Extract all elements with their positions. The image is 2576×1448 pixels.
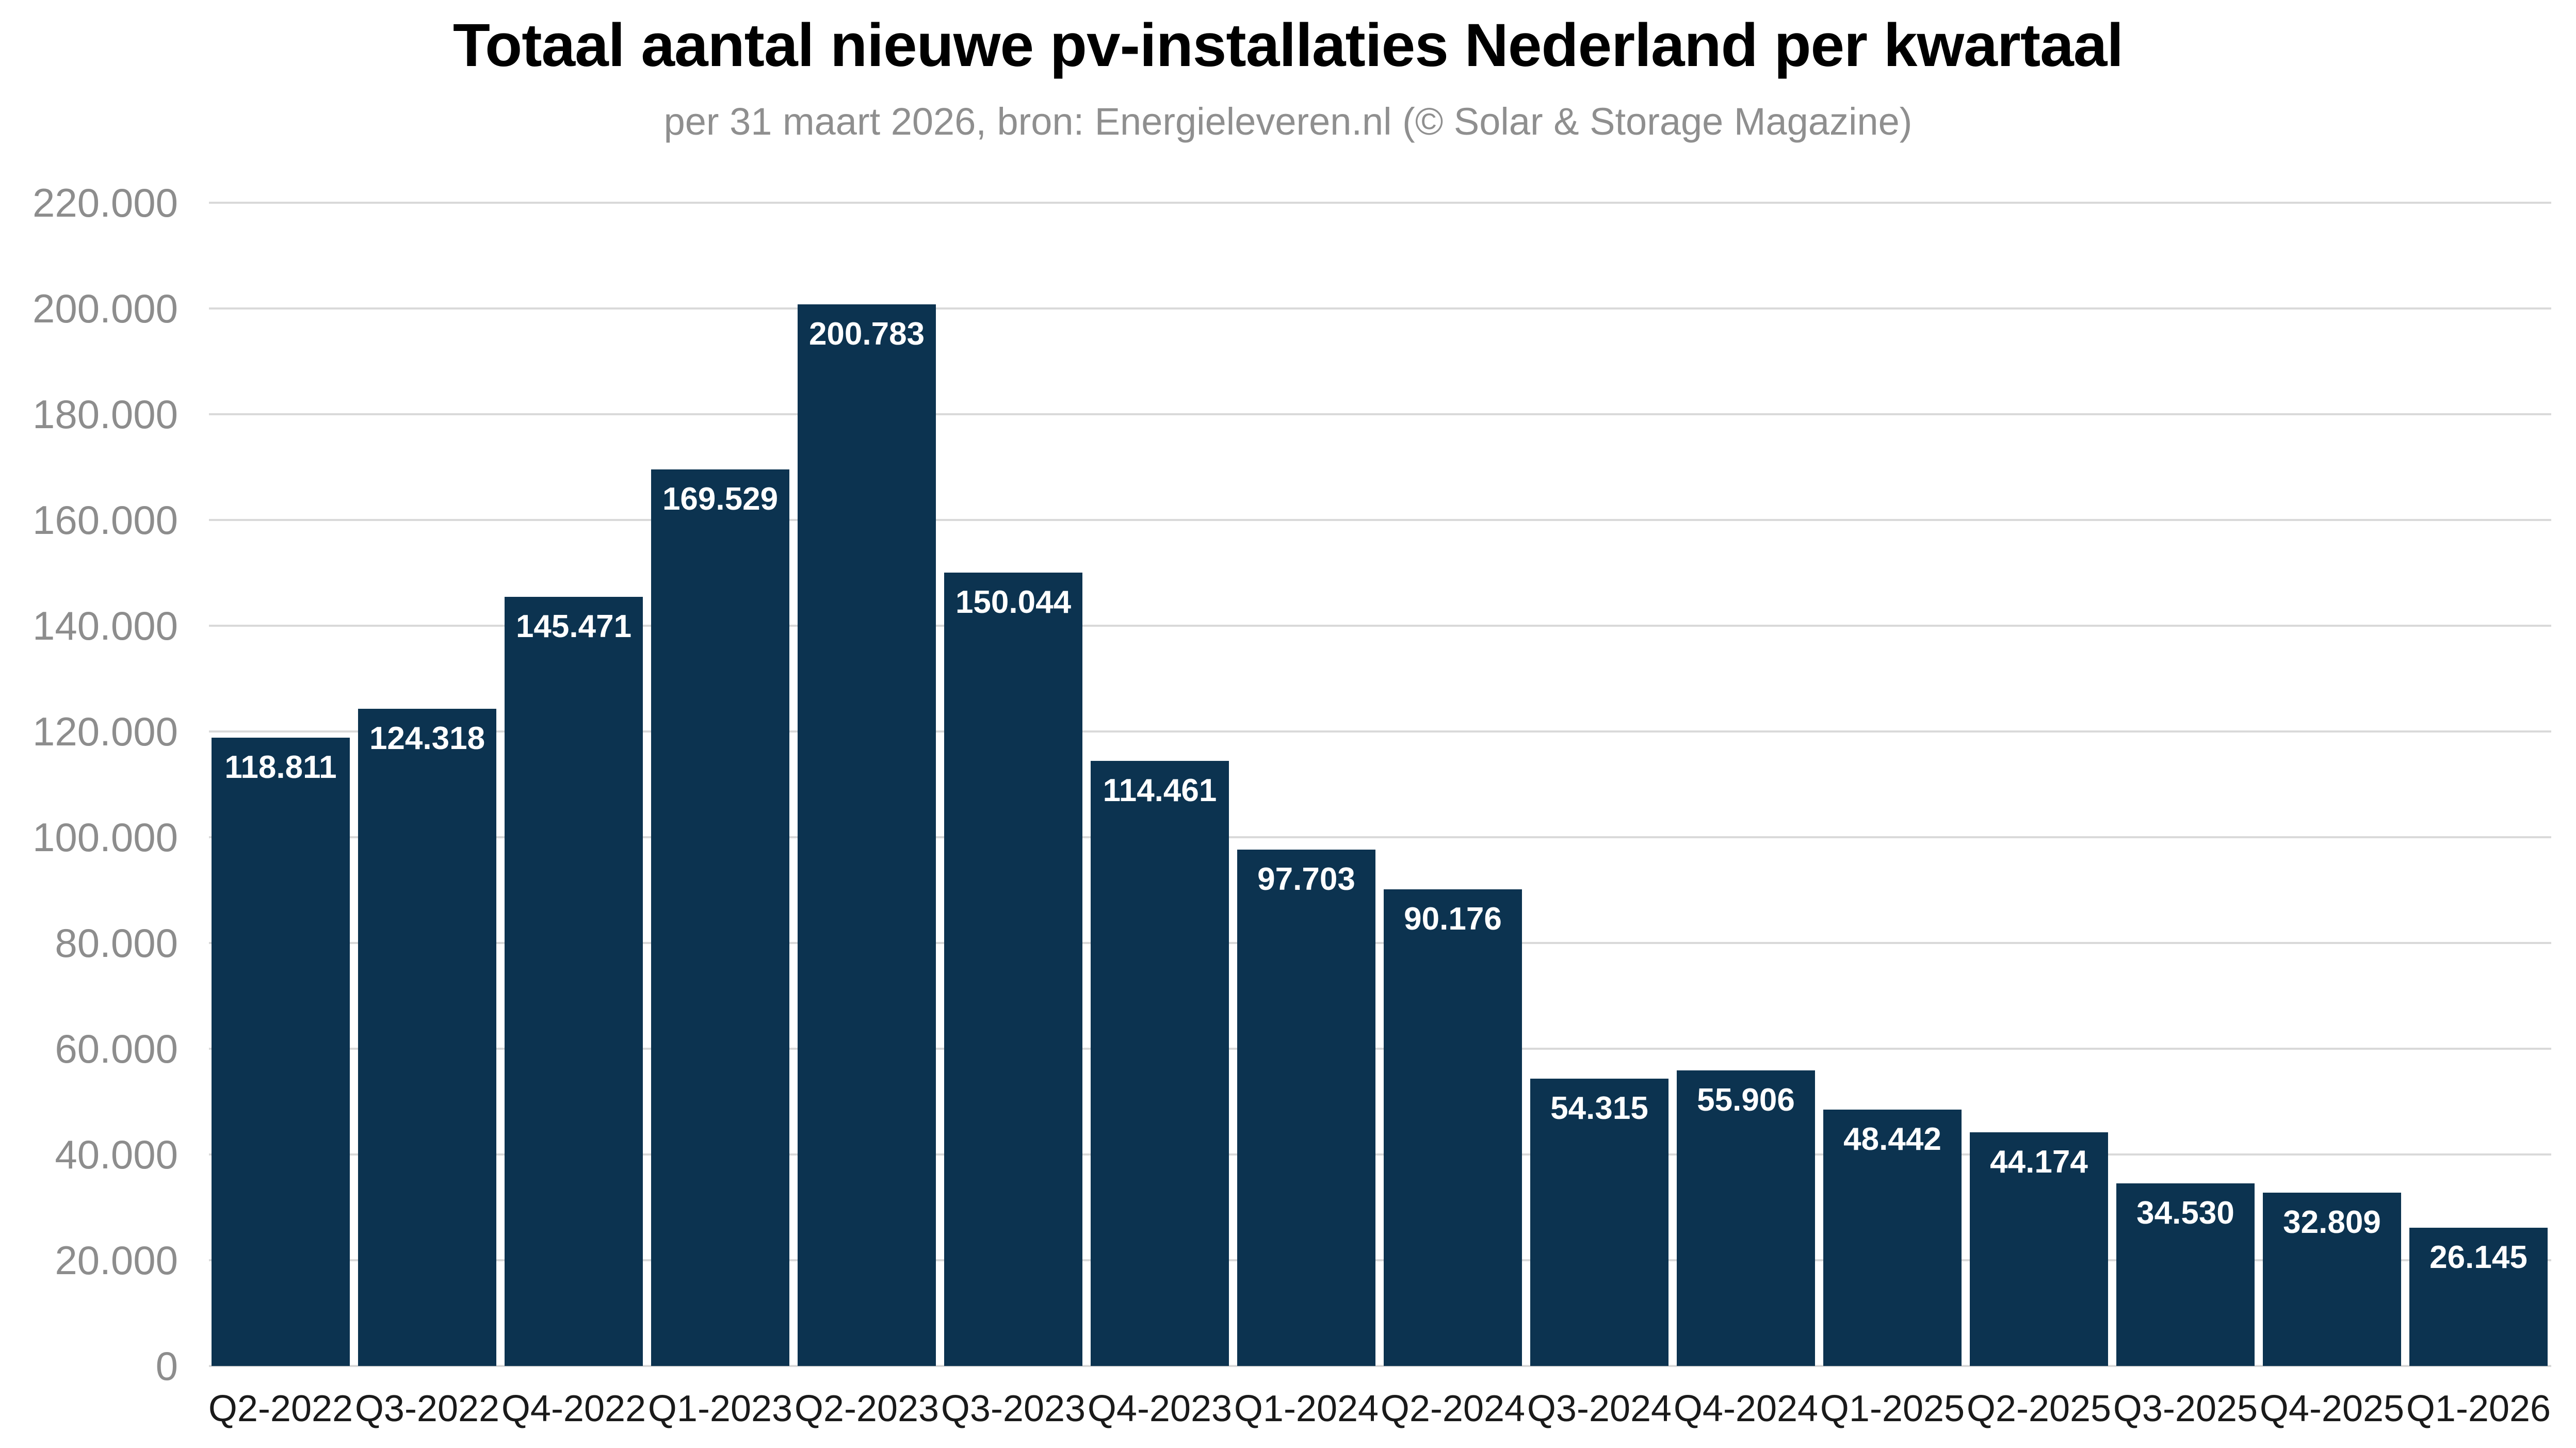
- bar-value-label: 145.471: [515, 608, 632, 644]
- bar: 26.145: [2409, 1228, 2548, 1366]
- bar: 54.315: [1530, 1079, 1668, 1366]
- bar-value-label: 124.318: [369, 720, 485, 756]
- gridline: [209, 1153, 2551, 1156]
- bar-value-label: 169.529: [662, 481, 779, 517]
- gridline: [209, 413, 2551, 415]
- x-tick-label: Q1-2024: [1234, 1388, 1379, 1429]
- y-tick-label: 140.000: [33, 603, 178, 648]
- y-tick-label: 20.000: [55, 1238, 178, 1283]
- gridline: [209, 1259, 2551, 1261]
- x-tick-label: Q4-2024: [1673, 1388, 1819, 1429]
- y-tick-label: 160.000: [33, 497, 178, 543]
- x-tick-label: Q2-2025: [1966, 1388, 2112, 1429]
- y-tick-label: 40.000: [55, 1132, 178, 1177]
- y-tick-label: 220.000: [33, 180, 178, 225]
- bar-value-label: 200.783: [808, 316, 925, 352]
- x-tick-label: Q4-2022: [501, 1388, 646, 1429]
- x-tick-label: Q3-2022: [354, 1388, 500, 1429]
- gridline: [209, 519, 2551, 521]
- bar: 118.811: [212, 738, 350, 1366]
- bar: 32.809: [2263, 1192, 2401, 1366]
- bar-value-label: 118.811: [224, 750, 337, 786]
- gridline: [209, 730, 2551, 733]
- gridline: [209, 942, 2551, 944]
- bar-value-label: 97.703: [1257, 861, 1355, 897]
- bar: 124.318: [358, 708, 496, 1366]
- bar: 200.783: [798, 304, 936, 1366]
- x-tick-label: Q1-2023: [647, 1388, 793, 1429]
- x-tick-label: Q2-2024: [1380, 1388, 1526, 1429]
- bar: 48.442: [1823, 1110, 1962, 1366]
- y-tick-label: 120.000: [33, 709, 178, 754]
- y-tick-label: 60.000: [55, 1026, 178, 1071]
- gridline: [209, 202, 2551, 204]
- bar: 114.461: [1091, 760, 1229, 1366]
- bar-value-label: 150.044: [955, 584, 1072, 621]
- bar-value-label: 55.906: [1697, 1082, 1795, 1118]
- bar-value-label: 48.442: [1843, 1121, 1941, 1158]
- x-tick-label: Q3-2023: [941, 1388, 1086, 1429]
- chart-subtitle: per 31 maart 2026, bron: Energieleveren.…: [663, 100, 1913, 143]
- x-tick-label: Q1-2025: [1820, 1388, 1965, 1429]
- y-tick-label: 180.000: [33, 392, 178, 437]
- x-tick-label: Q3-2024: [1527, 1388, 1672, 1429]
- bar-value-label: 32.809: [2283, 1204, 2381, 1240]
- bar: 34.530: [2116, 1183, 2255, 1366]
- x-tick-label: Q2-2023: [794, 1388, 939, 1429]
- bar-value-label: 26.145: [2429, 1240, 2528, 1275]
- bar-value-label: 90.176: [1404, 901, 1502, 937]
- gridline: [209, 625, 2551, 627]
- bar: 145.471: [505, 596, 643, 1366]
- bar: 44.174: [1970, 1132, 2108, 1366]
- y-tick-label: 0: [155, 1343, 178, 1389]
- bar: 169.529: [651, 469, 789, 1366]
- gridline: [209, 1365, 2551, 1367]
- x-tick-label: Q2-2022: [208, 1388, 353, 1429]
- bar: 55.906: [1677, 1070, 1815, 1366]
- gridline: [209, 1048, 2551, 1050]
- gridline: [209, 836, 2551, 838]
- bar: 97.703: [1237, 849, 1375, 1366]
- x-tick-label: Q3-2025: [2113, 1388, 2258, 1429]
- bar-value-label: 114.461: [1103, 772, 1217, 808]
- bar: 150.044: [944, 573, 1082, 1366]
- bar-value-label: 34.530: [2136, 1195, 2234, 1231]
- x-tick-label: Q1-2026: [2406, 1388, 2551, 1429]
- y-tick-label: 80.000: [55, 920, 178, 966]
- chart-title: Totaal aantal nieuwe pv-installaties Ned…: [452, 11, 2124, 79]
- x-tick-label: Q4-2023: [1087, 1388, 1233, 1429]
- y-tick-label: 100.000: [33, 815, 178, 860]
- bar: 90.176: [1384, 889, 1522, 1366]
- x-tick-label: Q4-2025: [2259, 1388, 2405, 1429]
- y-tick-label: 200.000: [33, 286, 178, 331]
- gridline: [209, 307, 2551, 310]
- bar-value-label: 54.315: [1550, 1091, 1648, 1127]
- bar-value-label: 44.174: [1990, 1144, 2088, 1180]
